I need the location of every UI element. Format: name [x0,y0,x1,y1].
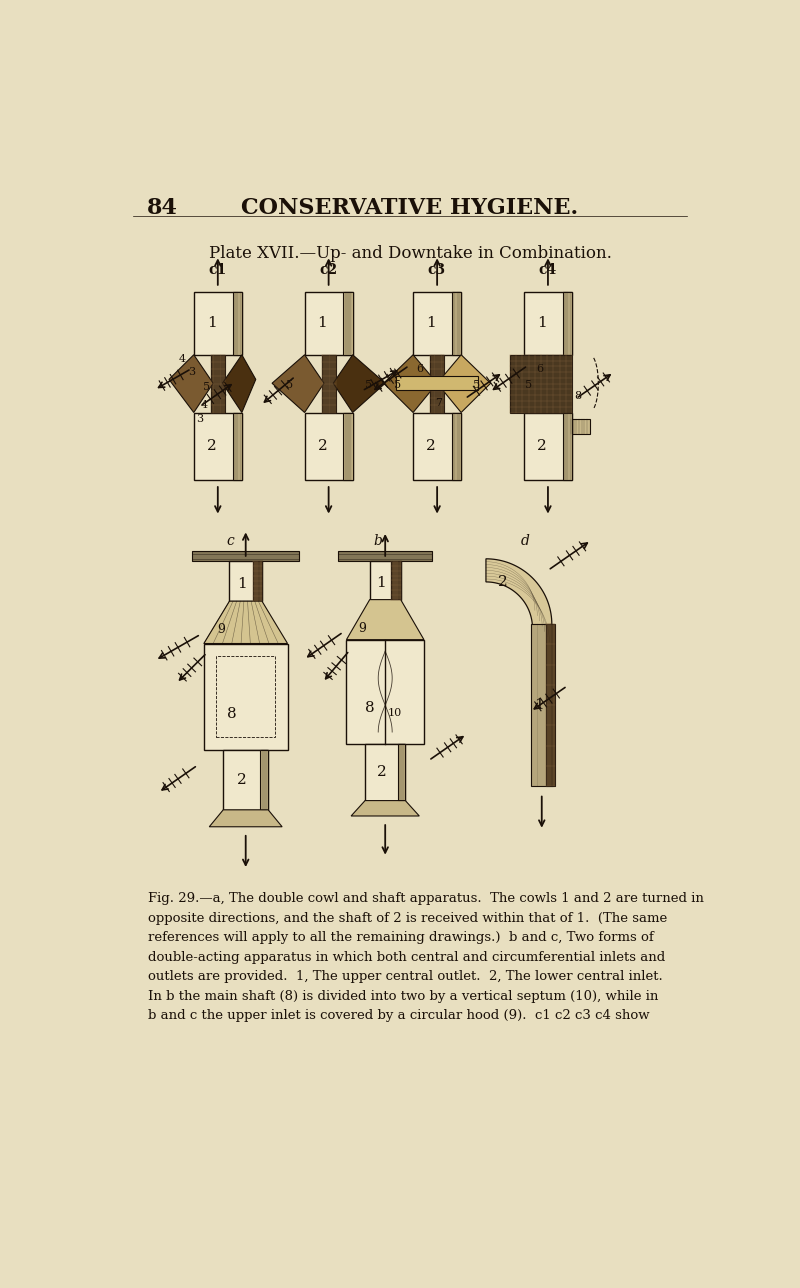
Text: 1: 1 [237,577,246,591]
Text: 2: 2 [206,439,217,453]
Polygon shape [384,354,437,412]
Bar [194,412,242,480]
Text: 10: 10 [387,708,402,717]
Text: 8: 8 [574,390,582,401]
Bar [413,412,461,480]
Text: 4: 4 [201,399,208,410]
Text: 9: 9 [217,623,225,636]
Bar [396,376,478,390]
Bar [261,750,268,810]
Text: 5: 5 [203,383,210,392]
Bar [211,354,225,412]
Text: 6: 6 [537,363,544,374]
Bar [546,625,555,786]
Bar [194,291,242,354]
Bar [305,412,353,480]
Polygon shape [222,354,256,412]
Text: 2: 2 [426,439,436,453]
Bar [452,291,461,354]
Bar [562,291,572,354]
Bar [338,551,433,562]
Text: 8: 8 [365,701,374,715]
Text: 1: 1 [377,577,386,590]
Text: 9: 9 [358,622,366,635]
Bar [204,644,287,750]
Text: 5: 5 [473,380,480,390]
Bar [370,562,401,600]
Text: 84: 84 [146,197,178,219]
Text: 1: 1 [426,316,436,330]
Text: Plate XVII.—Up- and Downtake in Combination.: Plate XVII.—Up- and Downtake in Combinat… [209,246,611,263]
Text: 2: 2 [237,773,246,787]
Text: 4: 4 [178,354,186,363]
Text: 5: 5 [525,380,532,390]
Bar [531,625,554,786]
Bar [233,412,242,480]
Text: 5: 5 [365,380,372,390]
Bar [192,551,299,562]
Bar [305,291,353,354]
Text: 2: 2 [498,574,508,589]
Bar [568,419,590,434]
Polygon shape [210,810,282,827]
Bar [343,291,353,354]
Polygon shape [486,559,552,629]
Polygon shape [346,600,424,640]
Text: 1: 1 [537,316,546,330]
Bar [391,562,401,600]
Bar [346,640,424,743]
Polygon shape [169,354,213,412]
Polygon shape [204,601,287,644]
Bar [365,743,406,801]
Text: d: d [520,535,529,549]
Text: c3: c3 [428,263,446,277]
Text: 2: 2 [537,439,546,453]
Polygon shape [437,354,490,412]
Bar [343,412,353,480]
Bar [216,656,275,738]
Text: 3: 3 [188,367,195,376]
Text: 5: 5 [394,380,401,390]
Bar [322,354,336,412]
Text: c1: c1 [209,263,226,277]
Bar [510,354,572,412]
Text: 3: 3 [196,413,202,424]
Bar [413,291,461,354]
Text: 1: 1 [318,316,327,330]
Text: 1: 1 [534,698,544,712]
Bar [452,412,461,480]
Text: c4: c4 [538,263,557,277]
Bar [230,562,262,601]
Text: c: c [226,535,234,549]
Polygon shape [351,801,419,817]
Text: 8: 8 [227,707,237,720]
Text: 2: 2 [318,439,327,453]
Bar [398,743,406,801]
Bar [430,354,444,412]
Text: 5: 5 [286,380,293,390]
Bar [524,291,572,354]
Bar [253,562,262,601]
Bar [223,750,268,810]
Bar [233,291,242,354]
Text: 6: 6 [417,363,424,374]
Polygon shape [272,354,324,412]
Bar [562,412,572,480]
Bar [524,412,572,480]
Text: CONSERVATIVE HYGIENE.: CONSERVATIVE HYGIENE. [242,197,578,219]
Text: c2: c2 [319,263,338,277]
Text: 1: 1 [206,316,217,330]
Polygon shape [334,354,386,412]
Text: Fig. 29.—a, The double cowl and shaft apparatus.  The cowls 1 and 2 are turned i: Fig. 29.—a, The double cowl and shaft ap… [148,893,704,1023]
Text: 7: 7 [435,398,442,408]
Text: 2: 2 [377,765,386,779]
Text: b: b [373,535,382,549]
